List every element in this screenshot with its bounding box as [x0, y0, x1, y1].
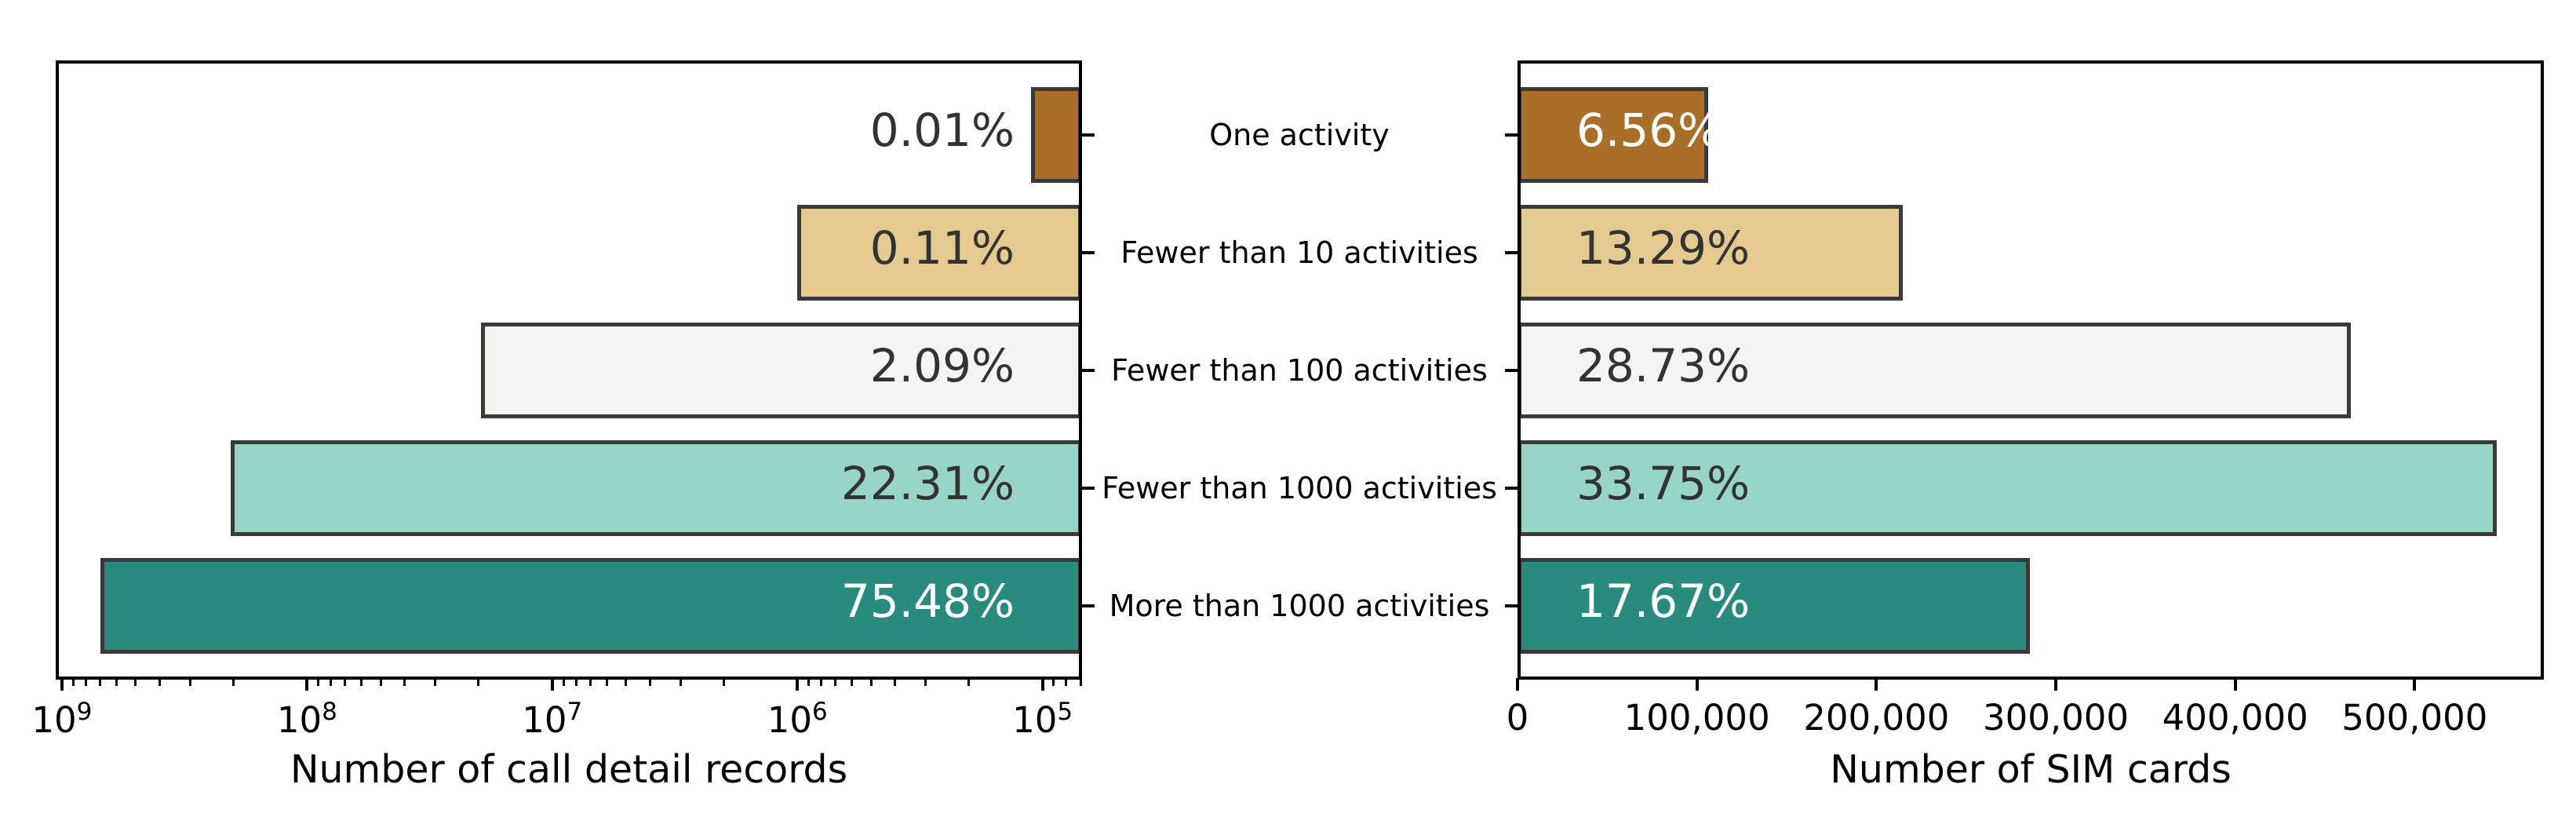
- bar-fewer-than-100-activities-cdr: [481, 323, 1082, 418]
- x-minor-tick-cdr: [819, 678, 822, 686]
- x-minor-tick-cdr: [807, 678, 810, 686]
- x-minor-tick-cdr: [158, 678, 161, 686]
- category-tick-right: [1505, 251, 1518, 254]
- x-minor-tick-cdr: [869, 678, 873, 686]
- cdr-xaxis-label: Number of call detail records: [290, 747, 848, 792]
- x-minor-tick-cdr: [98, 678, 101, 686]
- x-minor-tick-cdr: [967, 678, 971, 686]
- cdr-plot-area: [56, 60, 1082, 680]
- x-minor-tick-cdr: [188, 678, 191, 686]
- category-tick-left: [1082, 487, 1095, 490]
- x-major-tick-cdr: [550, 678, 554, 691]
- bar-label-one-activity-sim: 6.56%: [1576, 104, 1722, 157]
- category-label-fewer-than-1000-activities: Fewer than 1000 activities: [1102, 471, 1497, 505]
- bar-fewer-than-10-activities-cdr: [797, 205, 1082, 301]
- bar-more-than-1000-activities-cdr: [100, 558, 1082, 654]
- x-tick-label-cdr: 106: [767, 698, 828, 741]
- x-minor-tick-cdr: [1052, 678, 1055, 686]
- x-minor-tick-cdr: [434, 678, 437, 686]
- x-minor-tick-cdr: [894, 678, 897, 686]
- bar-one-activity-sim: [1518, 87, 1708, 183]
- x-minor-tick-cdr: [330, 678, 333, 686]
- x-tick-label-sim: 100,000: [1623, 697, 1770, 739]
- bar-label-fewer-than-100-activities-cdr: 2.09%: [869, 339, 1015, 392]
- x-major-tick-sim: [1875, 678, 1878, 691]
- x-major-tick-sim: [2413, 678, 2417, 691]
- x-minor-tick-cdr: [834, 678, 837, 686]
- bar-label-fewer-than-1000-activities-cdr: 22.31%: [840, 457, 1015, 510]
- x-minor-tick-cdr: [344, 678, 347, 686]
- x-major-tick-sim: [1516, 678, 1519, 691]
- category-label-fewer-than-10-activities: Fewer than 10 activities: [1120, 235, 1478, 270]
- bar-label-fewer-than-10-activities-cdr: 0.11%: [869, 221, 1015, 275]
- category-tick-left: [1082, 251, 1095, 254]
- x-major-tick-sim: [2054, 678, 2057, 691]
- x-tick-label-sim: 0: [1506, 697, 1529, 739]
- x-minor-tick-cdr: [115, 678, 118, 686]
- bar-label-more-than-1000-activities-cdr: 75.48%: [840, 574, 1015, 628]
- bar-label-fewer-than-100-activities-sim: 28.73%: [1576, 339, 1751, 392]
- x-minor-tick-cdr: [360, 678, 363, 686]
- category-tick-right: [1505, 487, 1518, 490]
- category-tick-left: [1082, 604, 1095, 607]
- bar-more-than-1000-activities-sim: [1518, 558, 2031, 654]
- x-major-tick-sim: [1695, 678, 1699, 691]
- x-tick-label-cdr: 107: [522, 698, 583, 741]
- x-tick-label-sim: 200,000: [1803, 697, 1950, 739]
- x-minor-tick-cdr: [562, 678, 565, 686]
- x-minor-tick-cdr: [134, 678, 137, 686]
- x-tick-label-cdr: 108: [276, 698, 337, 741]
- x-minor-tick-cdr: [477, 678, 480, 686]
- x-minor-tick-cdr: [1079, 678, 1082, 686]
- x-minor-tick-cdr: [722, 678, 725, 686]
- x-minor-tick-cdr: [851, 678, 854, 686]
- x-tick-label-sim: 400,000: [2162, 697, 2308, 739]
- x-minor-tick-cdr: [574, 678, 578, 686]
- x-minor-tick-cdr: [924, 678, 927, 686]
- x-minor-tick-cdr: [1065, 678, 1068, 686]
- category-label-fewer-than-100-activities: Fewer than 100 activities: [1111, 353, 1488, 388]
- x-minor-tick-cdr: [379, 678, 382, 686]
- x-minor-tick-cdr: [588, 678, 592, 686]
- bar-fewer-than-10-activities-sim: [1518, 205, 1904, 301]
- sim-xaxis-label: Number of SIM cards: [1830, 747, 2232, 792]
- x-major-tick-cdr: [305, 678, 309, 691]
- x-minor-tick-cdr: [648, 678, 651, 686]
- x-tick-label-cdr: 105: [1012, 698, 1073, 741]
- category-label-one-activity: One activity: [1209, 118, 1390, 152]
- category-label-more-than-1000-activities: More than 1000 activities: [1109, 589, 1490, 623]
- x-tick-label-cdr: 109: [31, 698, 93, 741]
- bar-fewer-than-1000-activities-cdr: [230, 440, 1082, 536]
- x-minor-tick-cdr: [231, 678, 235, 686]
- x-tick-label-sim: 500,000: [2341, 697, 2488, 739]
- x-minor-tick-cdr: [317, 678, 320, 686]
- x-minor-tick-cdr: [71, 678, 75, 686]
- sim-plot-area: [1518, 60, 2544, 680]
- category-tick-left: [1082, 133, 1095, 137]
- category-tick-left: [1082, 369, 1095, 372]
- bar-label-one-activity-cdr: 0.01%: [869, 104, 1015, 157]
- bar-label-more-than-1000-activities-sim: 17.67%: [1576, 574, 1751, 628]
- x-minor-tick-cdr: [403, 678, 406, 686]
- category-tick-right: [1505, 604, 1518, 607]
- x-minor-tick-cdr: [679, 678, 682, 686]
- bar-fewer-than-100-activities-sim: [1518, 323, 2352, 418]
- bar-fewer-than-1000-activities-sim: [1518, 440, 2497, 536]
- category-tick-right: [1505, 133, 1518, 137]
- x-major-tick-cdr: [1040, 678, 1044, 691]
- x-major-tick-cdr: [796, 678, 800, 691]
- x-minor-tick-cdr: [605, 678, 608, 686]
- x-major-tick-sim: [2233, 678, 2237, 691]
- bar-label-fewer-than-10-activities-sim: 13.29%: [1576, 221, 1751, 275]
- x-minor-tick-cdr: [625, 678, 628, 686]
- x-minor-tick-cdr: [84, 678, 87, 686]
- x-tick-label-sim: 300,000: [1982, 697, 2130, 739]
- x-major-tick-cdr: [60, 678, 64, 691]
- category-tick-right: [1505, 369, 1518, 372]
- bar-label-fewer-than-1000-activities-sim: 33.75%: [1576, 457, 1751, 510]
